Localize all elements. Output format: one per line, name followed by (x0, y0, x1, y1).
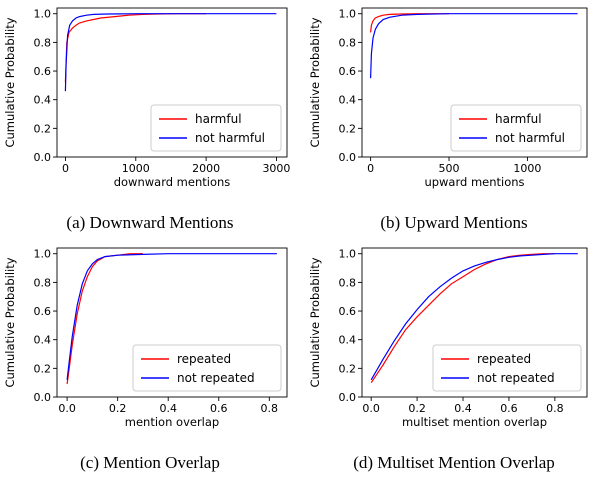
legend-label: not harmful (195, 131, 265, 145)
x-tick-label: 0.0 (362, 402, 380, 415)
y-tick-label: 0.6 (339, 305, 357, 318)
y-axis-label: Cumulative Probability (308, 257, 322, 387)
plot-frame (56, 247, 288, 398)
y-tick-label: 0.2 (34, 362, 52, 375)
legend-box (150, 104, 282, 152)
legend-box (132, 344, 282, 392)
legend-box (432, 344, 582, 392)
y-tick-label: 0.0 (34, 391, 52, 404)
chart-panel: 0.0 0.2 0.4 0.6 0.8 0.0 0.2 0.4 0.6 0.8 1.0 mention… (3, 247, 288, 472)
y-tick-label: 0.4 (34, 94, 52, 107)
x-axis-label: downward mentions (114, 175, 231, 189)
x-tick-label: 0.0 (58, 402, 76, 415)
chart-panel: 0.0 0.2 0.4 0.6 0.8 0.0 0.2 0.4 0.6 0.8 1.0 multise… (308, 247, 588, 472)
y-tick-label: 0.2 (339, 122, 357, 135)
y-axis-label: Cumulative Probability (3, 17, 17, 147)
legend-box (450, 104, 582, 152)
legend-label: repeated (177, 352, 231, 366)
series-line (66, 253, 143, 385)
chart-panel: 0 500 1000 0.0 0.2 0.4 0.6 0.8 1.0 upward mention… (308, 7, 588, 232)
x-tick-label: 1000 (513, 162, 541, 175)
y-tick-label: 0.0 (34, 151, 52, 164)
legend-label: harmful (495, 112, 542, 126)
y-tick-label: 0.6 (34, 305, 52, 318)
series-line (64, 13, 207, 83)
y-axis-label: Cumulative Probability (3, 257, 17, 387)
y-tick-label: 1.0 (34, 248, 52, 261)
legend-label: not harmful (495, 131, 565, 145)
x-tick-label: 2000 (192, 162, 220, 175)
series-line (64, 13, 277, 92)
series-line (370, 13, 449, 33)
plot-frame (56, 7, 288, 158)
x-tick-label: 3000 (262, 162, 290, 175)
y-tick-label: 0.0 (339, 151, 357, 164)
y-tick-label: 0.4 (339, 334, 357, 347)
series-line (370, 253, 555, 384)
y-tick-label: 0.8 (339, 36, 357, 49)
x-tick-label: 0.4 (454, 402, 472, 415)
x-tick-label: 500 (439, 162, 460, 175)
legend-label: harmful (195, 112, 242, 126)
plot-frame (361, 247, 588, 398)
y-tick-label: 0.8 (34, 276, 52, 289)
y-tick-label: 0.8 (339, 276, 357, 289)
x-tick-label: 1000 (122, 162, 150, 175)
x-axis-label: upward mentions (424, 175, 524, 189)
y-tick-label: 0.4 (34, 334, 52, 347)
y-tick-label: 1.0 (339, 8, 357, 21)
legend-label: repeated (477, 352, 531, 366)
series-line (66, 253, 277, 380)
y-tick-label: 0.2 (34, 122, 52, 135)
legend-label: not repeated (477, 371, 555, 385)
legend-label: not repeated (177, 371, 255, 385)
x-axis-label: mention overlap (125, 415, 219, 429)
y-tick-label: 1.0 (339, 248, 357, 261)
y-tick-label: 0.2 (339, 362, 357, 375)
x-tick-label: 0.2 (109, 402, 127, 415)
x-tick-label: 0 (62, 162, 69, 175)
x-tick-label: 0.4 (159, 402, 177, 415)
chart-panel: 0 1000 2000 3000 0.0 0.2 0.4 0.6 0.8 1.0 downward … (3, 7, 290, 232)
y-tick-label: 0.4 (339, 94, 357, 107)
series-line (370, 13, 578, 79)
subfigure-caption: (b) Upward Mentions (380, 213, 527, 232)
x-tick-label: 0 (367, 162, 374, 175)
subfigure-caption: (a) Downward Mentions (66, 213, 233, 232)
subfigure-caption: (c) Mention Overlap (80, 453, 220, 472)
x-axis-label: multiset mention overlap (402, 415, 547, 429)
x-tick-label: 0.6 (210, 402, 228, 415)
y-tick-label: 0.0 (339, 391, 357, 404)
series-line (370, 253, 578, 381)
y-tick-label: 0.8 (34, 36, 52, 49)
x-tick-label: 0.2 (408, 402, 426, 415)
y-tick-label: 0.6 (34, 65, 52, 78)
y-axis-label: Cumulative Probability (308, 17, 322, 147)
y-tick-label: 0.6 (339, 65, 357, 78)
x-tick-label: 0.8 (546, 402, 564, 415)
x-tick-label: 0.6 (500, 402, 518, 415)
y-tick-label: 1.0 (34, 8, 52, 21)
plot-frame (361, 7, 588, 158)
subfigure-caption: (d) Multiset Mention Overlap (353, 453, 555, 472)
x-tick-label: 0.8 (261, 402, 279, 415)
